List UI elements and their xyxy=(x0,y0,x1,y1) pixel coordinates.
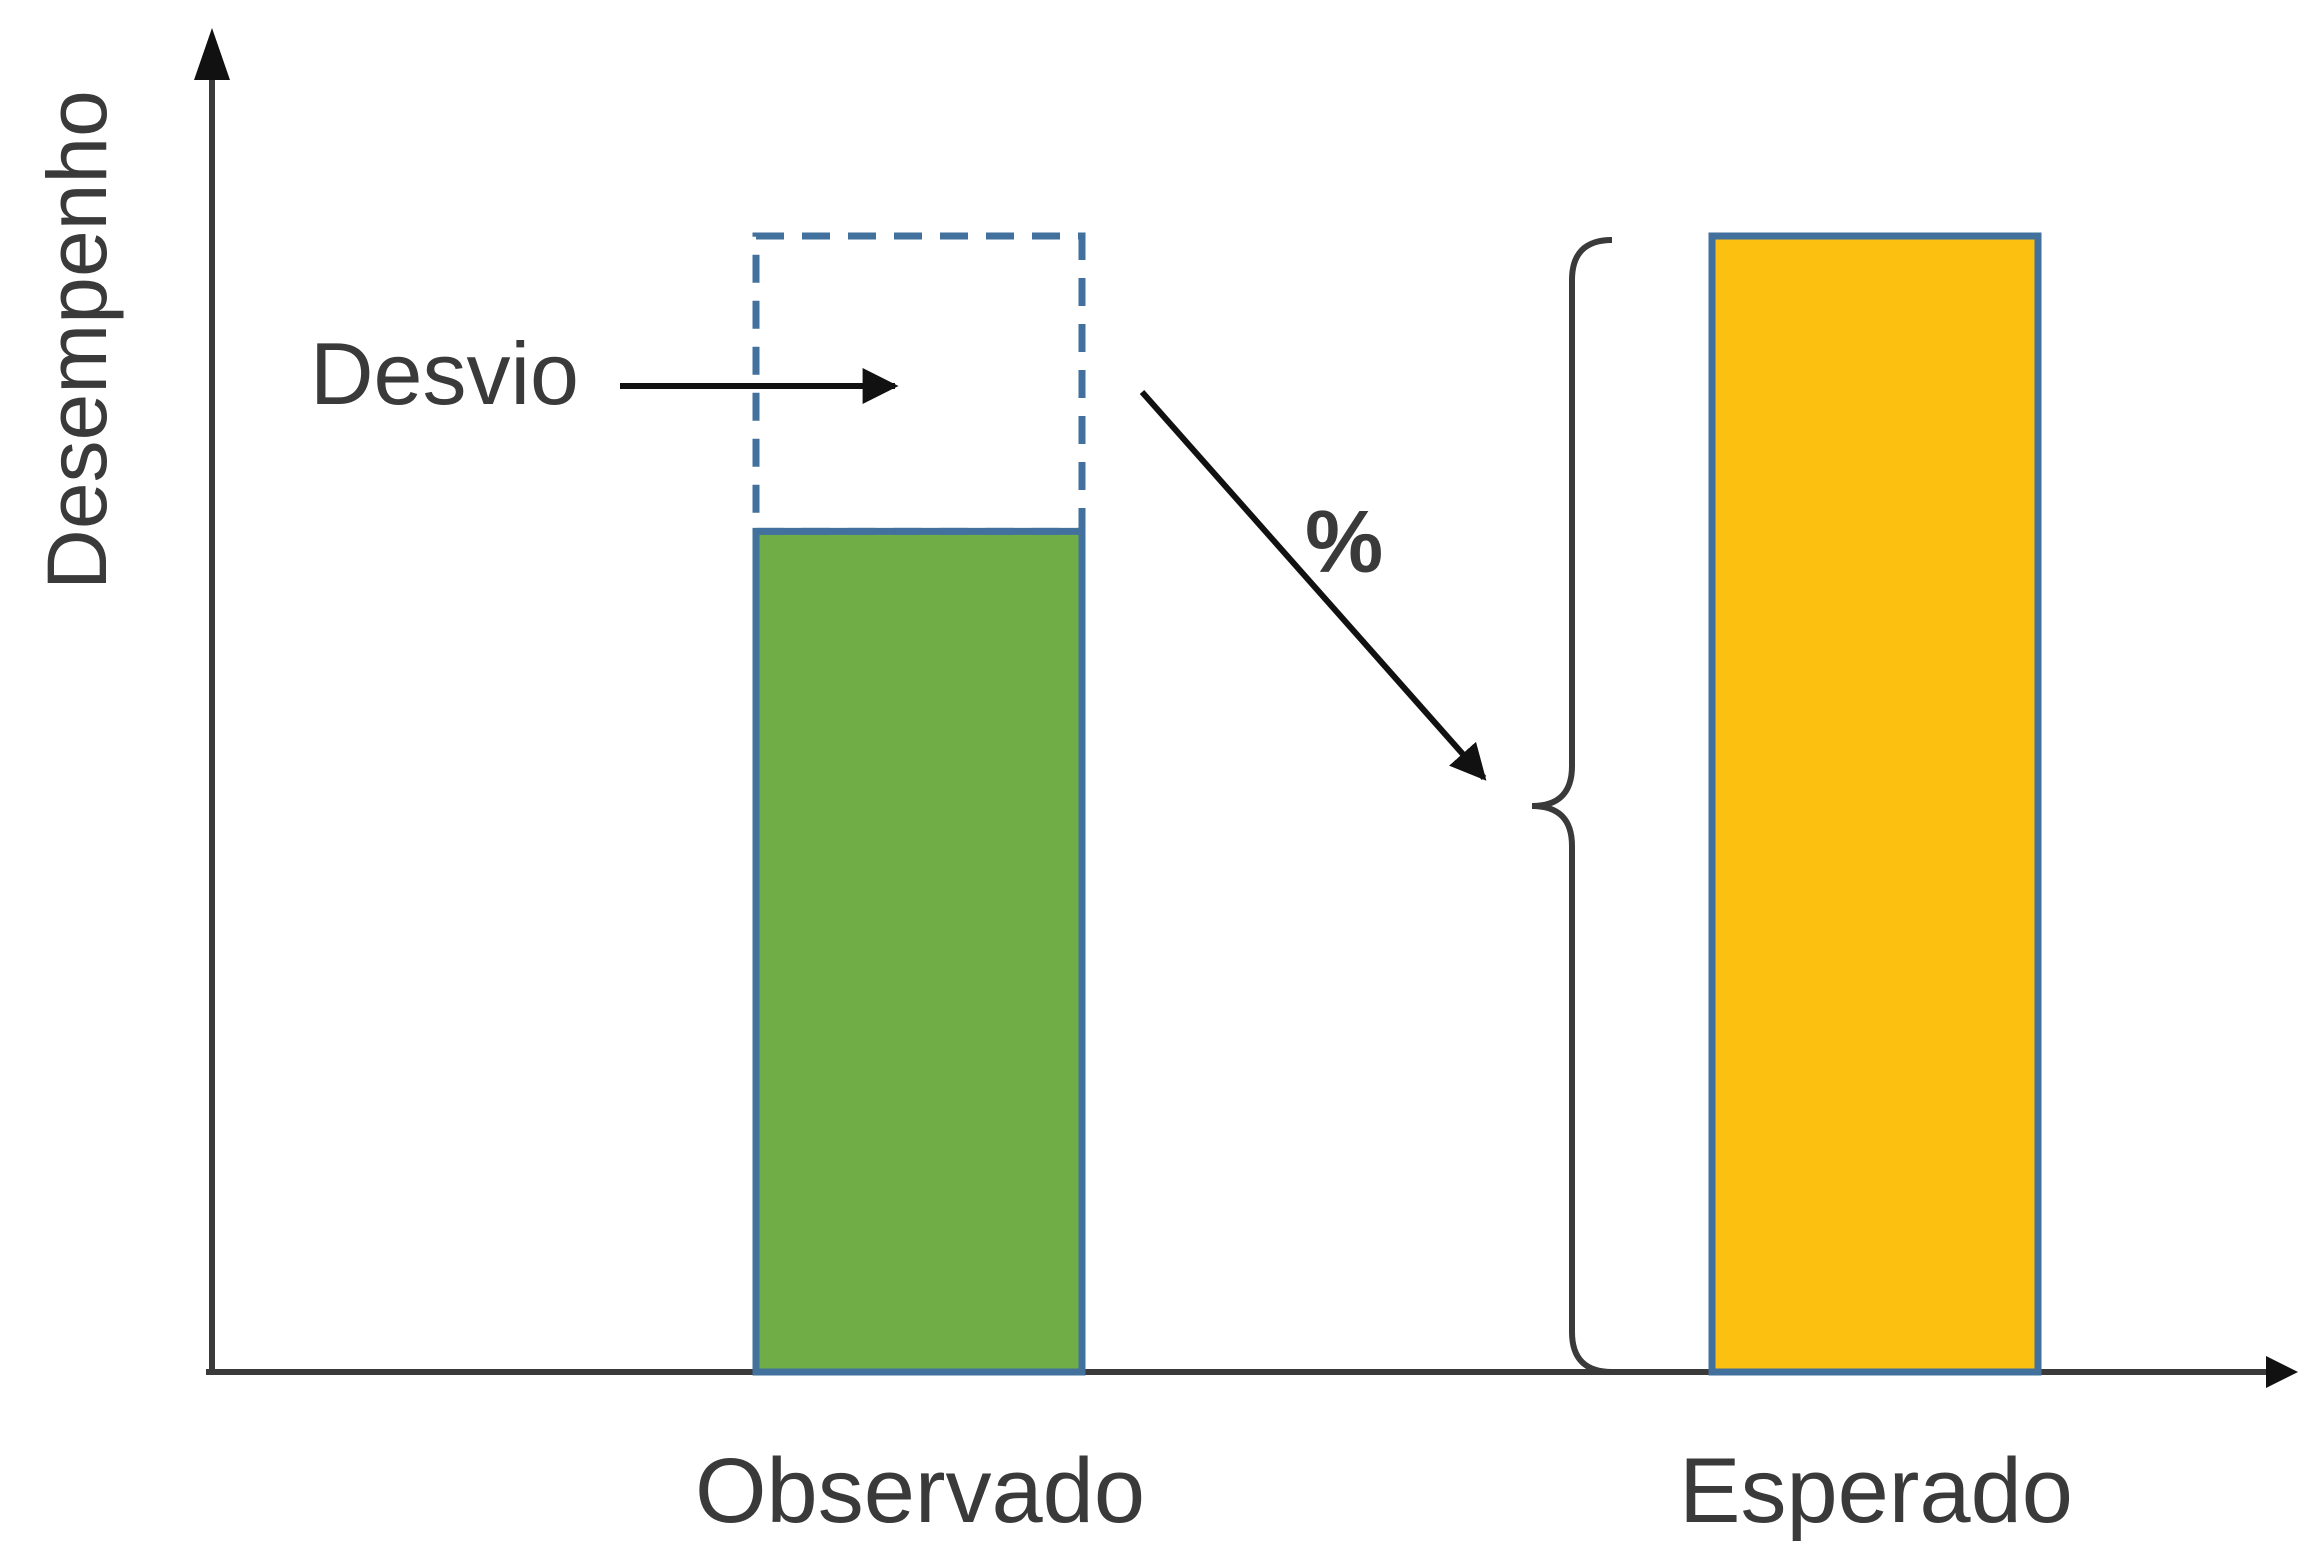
bars-group xyxy=(752,232,2042,1376)
bar-observado xyxy=(752,527,1086,1376)
x-axis-arrow-icon xyxy=(2266,1356,2298,1388)
y-axis-arrow-icon xyxy=(194,28,230,80)
percent-arrow xyxy=(1139,390,1487,781)
expected-range-brace xyxy=(1531,237,1613,1375)
category-label-esperado: Esperado xyxy=(1679,1440,2073,1542)
deviation-dashed-box xyxy=(752,232,1086,535)
deviation-label: Desvio xyxy=(310,324,579,423)
bar-esperado xyxy=(1708,232,2042,1376)
y-axis-label: Desempenho xyxy=(30,90,124,590)
percent-label: % xyxy=(1305,492,1383,591)
category-label-observado: Observado xyxy=(695,1440,1145,1542)
